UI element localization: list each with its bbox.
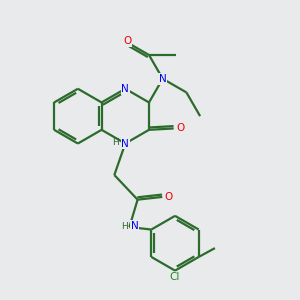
Text: H: H — [112, 138, 119, 147]
Text: H: H — [121, 222, 128, 231]
Text: Cl: Cl — [170, 272, 180, 282]
Text: N: N — [122, 139, 129, 148]
Text: O: O — [165, 192, 173, 202]
Text: N: N — [131, 221, 139, 231]
Text: N: N — [159, 74, 167, 84]
Text: N: N — [122, 84, 129, 94]
Text: O: O — [123, 36, 131, 46]
Text: O: O — [176, 124, 184, 134]
